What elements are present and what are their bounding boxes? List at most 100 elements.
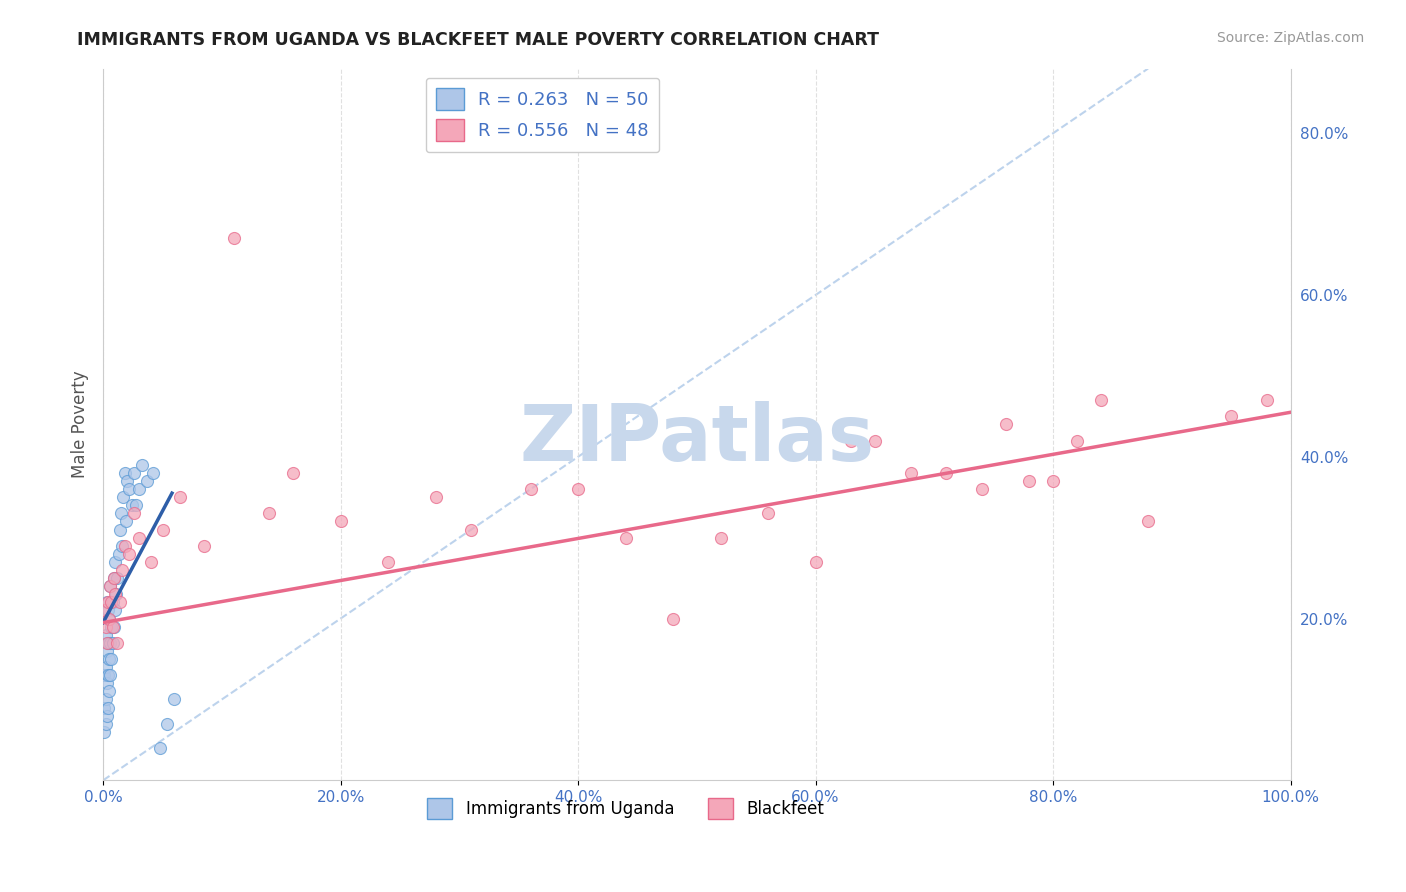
Point: [93, 724, 115, 739]
Point: [93, 668, 115, 682]
Point: [118, 547, 141, 561]
Point: [93, 700, 115, 714]
Point: [128, 482, 150, 496]
Point: [97, 636, 120, 650]
Point: [96, 636, 118, 650]
Point: [1137, 515, 1160, 529]
Point: [567, 482, 589, 496]
Point: [94, 716, 117, 731]
Point: [96, 595, 118, 609]
Point: [98, 636, 121, 650]
Point: [169, 490, 191, 504]
Point: [152, 523, 174, 537]
Point: [193, 539, 215, 553]
Point: [104, 603, 127, 617]
Point: [108, 523, 131, 537]
Point: [662, 611, 685, 625]
Point: [107, 547, 129, 561]
Point: [935, 466, 957, 480]
Point: [98, 579, 121, 593]
Point: [98, 668, 121, 682]
Point: [756, 507, 779, 521]
Point: [142, 466, 165, 480]
Point: [103, 571, 125, 585]
Point: [94, 628, 117, 642]
Point: [94, 660, 117, 674]
Point: [112, 490, 135, 504]
Point: [156, 716, 179, 731]
Point: [98, 611, 121, 625]
Point: [114, 515, 136, 529]
Point: [97, 668, 120, 682]
Point: [108, 595, 131, 609]
Point: [98, 611, 121, 625]
Point: [101, 595, 124, 609]
Point: [105, 636, 128, 650]
Point: [1256, 393, 1278, 408]
Point: [1066, 434, 1088, 448]
Point: [97, 595, 120, 609]
Point: [97, 603, 120, 617]
Point: [110, 507, 132, 521]
Point: [93, 603, 115, 617]
Point: [222, 231, 245, 245]
Point: [114, 466, 136, 480]
Point: [1220, 409, 1243, 424]
Point: [101, 636, 124, 650]
Point: [100, 652, 122, 666]
Point: [125, 498, 148, 512]
Point: [1042, 474, 1064, 488]
Point: [105, 571, 128, 585]
Point: [96, 708, 118, 723]
Point: [900, 466, 922, 480]
Text: ZIPatlas: ZIPatlas: [519, 401, 875, 476]
Point: [104, 587, 127, 601]
Point: [101, 619, 124, 633]
Point: [139, 555, 162, 569]
Point: [103, 619, 125, 633]
Point: [115, 474, 138, 488]
Point: [96, 644, 118, 658]
Point: [111, 539, 134, 553]
Point: [105, 587, 128, 601]
Point: [121, 498, 143, 512]
Text: Source: ZipAtlas.com: Source: ZipAtlas.com: [1216, 31, 1364, 45]
Point: [104, 555, 127, 569]
Point: [98, 652, 121, 666]
Point: [839, 434, 862, 448]
Point: [136, 474, 159, 488]
Point: [94, 692, 117, 706]
Point: [118, 482, 141, 496]
Point: [100, 595, 122, 609]
Point: [96, 676, 118, 690]
Point: [329, 515, 352, 529]
Point: [1018, 474, 1040, 488]
Y-axis label: Male Poverty: Male Poverty: [72, 370, 89, 478]
Point: [122, 507, 145, 521]
Point: [98, 579, 121, 593]
Point: [98, 684, 121, 698]
Point: [128, 531, 150, 545]
Point: [94, 619, 117, 633]
Point: [122, 466, 145, 480]
Point: [460, 523, 482, 537]
Point: [863, 434, 886, 448]
Point: [103, 571, 125, 585]
Point: [149, 741, 172, 756]
Point: [519, 482, 541, 496]
Point: [970, 482, 993, 496]
Point: [100, 619, 122, 633]
Point: [614, 531, 637, 545]
Legend: Immigrants from Uganda, Blackfeet: Immigrants from Uganda, Blackfeet: [420, 792, 831, 825]
Point: [111, 563, 134, 577]
Point: [259, 507, 281, 521]
Point: [994, 417, 1017, 432]
Point: [1090, 393, 1112, 408]
Point: [97, 700, 120, 714]
Point: [377, 555, 399, 569]
Text: IMMIGRANTS FROM UGANDA VS BLACKFEET MALE POVERTY CORRELATION CHART: IMMIGRANTS FROM UGANDA VS BLACKFEET MALE…: [77, 31, 879, 49]
Point: [425, 490, 447, 504]
Point: [710, 531, 733, 545]
Point: [114, 539, 136, 553]
Point: [281, 466, 304, 480]
